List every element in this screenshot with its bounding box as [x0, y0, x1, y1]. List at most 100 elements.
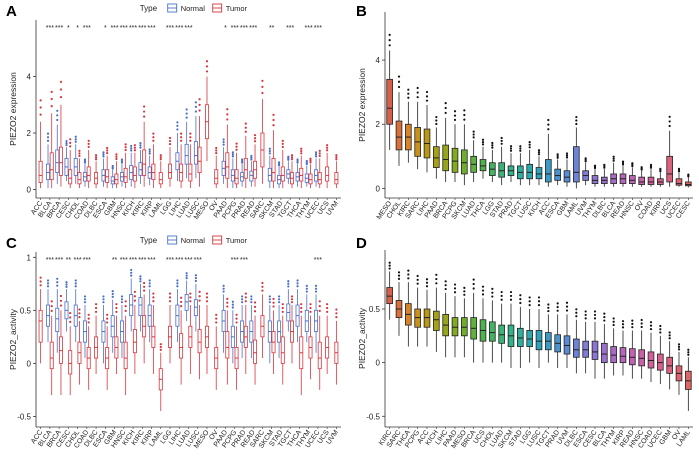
box-dlbc	[601, 163, 608, 187]
outlier-point	[176, 279, 179, 282]
outlier-point	[296, 159, 299, 163]
outlier-point	[668, 124, 671, 128]
box-body	[197, 146, 202, 173]
outlier-point	[509, 298, 513, 301]
box-tumor	[105, 146, 110, 189]
outlier-point	[176, 124, 179, 127]
outlier-point	[277, 161, 281, 164]
box-normal	[119, 295, 124, 359]
outlier-point	[407, 269, 410, 272]
outlier-point	[318, 300, 321, 303]
box-tumor	[234, 142, 239, 189]
box-body	[591, 175, 599, 184]
box-lgg	[526, 296, 533, 363]
box-tumor	[205, 60, 209, 162]
box-tumor	[243, 122, 248, 189]
legend: Type Normal Tumor	[140, 3, 248, 13]
box-ucs	[479, 285, 487, 363]
outlier-point	[326, 144, 329, 147]
outlier-point	[296, 279, 299, 282]
box-tumor	[280, 139, 285, 189]
box-body	[489, 321, 496, 342]
outlier-point	[309, 159, 312, 162]
box-normal	[249, 154, 254, 187]
outlier-point	[244, 292, 247, 295]
outlier-point	[198, 98, 201, 101]
outlier-point	[621, 326, 625, 329]
outlier-point	[547, 306, 550, 309]
box-normal	[147, 279, 152, 343]
box-lusc	[526, 141, 533, 186]
outlier-point	[94, 303, 98, 306]
outlier-point	[120, 301, 124, 304]
box-read	[619, 160, 627, 187]
box-tumor	[179, 296, 184, 385]
outlier-point	[222, 287, 225, 290]
outlier-point	[139, 146, 142, 149]
outlier-point	[222, 290, 225, 293]
outlier-point	[472, 282, 475, 286]
outlier-point	[556, 156, 559, 159]
outlier-point	[74, 279, 77, 282]
outlier-point	[87, 321, 90, 324]
box-body	[138, 162, 143, 176]
outlier-point	[69, 311, 72, 315]
box-tumor	[308, 303, 313, 380]
box-tumor	[197, 290, 202, 380]
outlier-point	[83, 301, 87, 304]
significance-label: ***	[175, 257, 183, 264]
outlier-point	[241, 159, 244, 163]
outlier-point	[253, 301, 257, 304]
box-laml	[573, 115, 580, 189]
outlier-point	[290, 295, 294, 298]
outlier-point	[593, 313, 597, 317]
outlier-point	[463, 109, 466, 112]
box-normal	[73, 279, 78, 343]
outlier-point	[388, 261, 391, 264]
outlier-point	[261, 289, 264, 292]
outlier-point	[305, 290, 308, 293]
outlier-point	[519, 301, 522, 305]
outlier-point	[335, 316, 338, 319]
outlier-point	[500, 294, 503, 298]
box-stad	[517, 294, 524, 368]
y-tick-label: 0	[376, 359, 381, 368]
box-body	[433, 146, 440, 168]
box-body	[619, 347, 627, 364]
box-ov	[638, 166, 645, 187]
box-tumor	[188, 292, 193, 374]
outlier-point	[287, 282, 290, 285]
box-meso	[386, 33, 393, 150]
box-body	[423, 308, 431, 328]
outlier-point	[253, 305, 257, 308]
outlier-point	[290, 298, 294, 301]
significance-label: *	[224, 25, 227, 32]
outlier-point	[603, 315, 606, 319]
outlier-point	[152, 292, 155, 295]
outlier-point	[94, 306, 98, 310]
box-body	[225, 152, 230, 179]
outlier-point	[277, 162, 281, 165]
outlier-point	[305, 287, 308, 290]
box-body	[610, 346, 617, 364]
box-body	[629, 348, 636, 366]
outlier-point	[463, 113, 466, 117]
outlier-point	[102, 301, 105, 304]
outlier-point	[241, 295, 244, 298]
box-normal	[46, 279, 50, 343]
box-body	[58, 146, 63, 176]
panel-letter: A	[6, 3, 17, 20]
box-body	[526, 330, 533, 347]
outlier-point	[189, 296, 192, 299]
outlier-point	[491, 291, 494, 294]
outlier-point	[547, 309, 550, 313]
significance-label: ***	[83, 257, 91, 264]
significance-label: ***	[147, 257, 155, 264]
outlier-point	[133, 146, 136, 149]
outlier-point	[528, 146, 531, 149]
box-normal	[240, 295, 245, 359]
box-tumor	[334, 154, 339, 189]
outlier-point	[481, 289, 485, 292]
outlier-point	[124, 143, 127, 146]
outlier-point	[139, 275, 142, 278]
